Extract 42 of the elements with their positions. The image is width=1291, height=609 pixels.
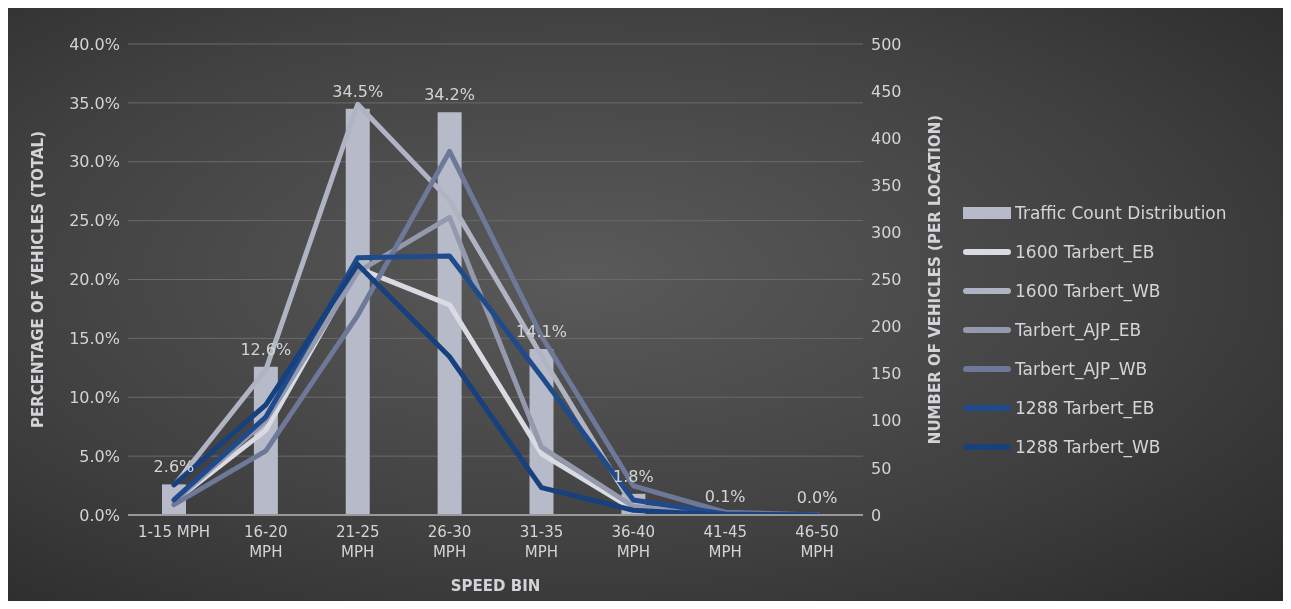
y2-tick-label: 350 <box>871 175 902 195</box>
y-tick-label: 40.0% <box>69 34 120 54</box>
y-tick-label: 0.0% <box>79 505 120 525</box>
x-tick-label: 1-15 MPH <box>137 523 210 541</box>
x-tick-label: 21-25 MPH <box>335 523 380 561</box>
y-tick-label: 35.0% <box>69 93 120 113</box>
data-label: 34.2% <box>424 85 475 105</box>
legend-label: 1600 Tarbert_EB <box>1015 241 1155 262</box>
legend-label: Traffic Count Distribution <box>1015 202 1227 223</box>
y2-tick-label: 100 <box>871 411 902 431</box>
legend-label: Tarbert_AJP_EB <box>1015 319 1142 340</box>
y2-tick-label: 150 <box>871 364 902 384</box>
y2-tick-label: 500 <box>871 34 902 54</box>
x-tick-label: 31-35 MPH <box>519 523 564 561</box>
x-axis-title: SPEED BIN <box>450 577 541 595</box>
legend-label: 1600 Tarbert_WB <box>1015 280 1161 301</box>
y2-tick-label: 300 <box>871 223 902 243</box>
y2-tick-label: 0 <box>871 505 882 525</box>
x-tick-label: 46-50 MPH <box>795 523 839 561</box>
data-label: 34.5% <box>332 81 384 101</box>
x-tick-label: 16-20 MPH <box>244 523 288 561</box>
x-tick-label: 36-40 MPH <box>611 523 656 561</box>
y-tick-label: 25.0% <box>69 211 120 231</box>
y-tick-label: 5.0% <box>79 446 120 466</box>
y2-tick-label: 400 <box>871 128 902 148</box>
y2-axis-title: NUMBER OF VEHICLES (PER LOCATION) <box>926 114 945 445</box>
y-axis-title: PERCENTAGE OF VEHICLES (TOTAL) <box>29 130 48 429</box>
y2-tick-label: 200 <box>871 317 902 337</box>
legend-label: 1288 Tarbert_WB <box>1015 436 1161 457</box>
y-tick-label: 20.0% <box>69 270 120 290</box>
y2-tick-label: 450 <box>871 81 902 101</box>
data-label: 0.0% <box>796 488 838 507</box>
y-tick-label: 15.0% <box>69 329 120 349</box>
y-tick-label: 10.0% <box>69 387 120 407</box>
y-tick-label: 30.0% <box>69 152 120 172</box>
legend-label: Tarbert_AJP_WB <box>1015 358 1148 379</box>
x-tick-label: 26-30 MPH <box>427 523 472 561</box>
x-tick-label: 41-45 MPH <box>703 523 747 561</box>
y2-tick-label: 50 <box>871 458 892 478</box>
y2-tick-label: 250 <box>871 270 902 290</box>
data-label: 0.1% <box>704 486 746 506</box>
legend-label: 1288 Tarbert_EB <box>1015 397 1155 418</box>
